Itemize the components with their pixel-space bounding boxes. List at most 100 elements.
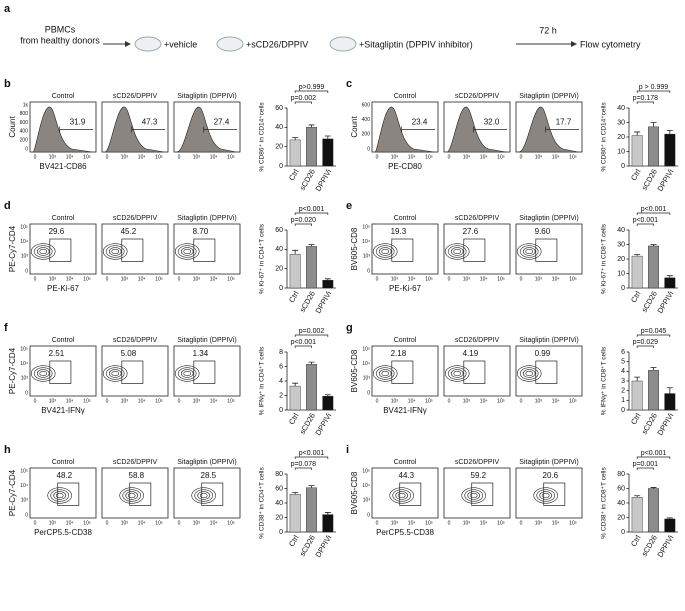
contour — [389, 487, 415, 504]
contour — [105, 367, 125, 380]
p-bracket — [636, 467, 654, 470]
flow-x-tick-label: 10⁵ — [155, 520, 163, 526]
plot-title: Control — [394, 337, 417, 344]
flow-y-tick-label: 200 — [20, 138, 29, 144]
flow-x-tick-label: 10⁴ — [66, 398, 74, 404]
plot-title: Sitagliptin (DPPIVi) — [177, 93, 236, 100]
flow-x-tick-label: 0 — [520, 276, 523, 282]
panel-label: c — [346, 78, 352, 90]
bar — [648, 488, 659, 533]
flow-x-tick-label: 10⁴ — [408, 276, 416, 282]
p-value: p=0.029 — [633, 339, 659, 346]
flow-x-tick-label: 10⁵ — [83, 276, 91, 282]
flow-x-tick-label: 0 — [106, 398, 109, 404]
error-bar — [324, 394, 331, 397]
p-bracket — [294, 456, 329, 459]
flow-x-tick-label: 10³ — [535, 276, 543, 282]
flow-x-tick-label: 0 — [106, 520, 109, 526]
p-bracket — [636, 90, 671, 93]
bar — [664, 277, 676, 289]
flow-x-label: PE-CD80 — [388, 162, 422, 171]
y-tick-label: 4 — [621, 368, 625, 375]
flow-x-label: PE-Ki-67 — [389, 284, 422, 293]
flow-y-tick-label: 10³ — [363, 498, 371, 504]
condition: +sCD26/DPPIV — [246, 39, 308, 49]
contour — [33, 367, 53, 380]
contour — [397, 492, 406, 499]
error-bar — [666, 517, 673, 519]
flow-y-tick-label: 10⁵ — [362, 346, 370, 352]
source-text: from healthy donors — [20, 35, 100, 45]
contour — [102, 365, 128, 382]
flow-plot — [29, 345, 97, 397]
y-tick-label: 40 — [617, 227, 625, 234]
contour — [177, 245, 197, 258]
bar — [322, 514, 334, 533]
contour — [381, 370, 390, 377]
x-tick-label: Ctrl — [287, 167, 301, 182]
flow-x-tick-label: 0 — [178, 276, 181, 282]
panel-label: e — [346, 200, 352, 212]
readout: Flow cytometry — [580, 39, 641, 49]
y-tick-label: 10 — [617, 270, 625, 277]
x-tick-label: DPPIVi — [313, 167, 333, 193]
flow-x-tick-label: 10⁵ — [227, 398, 235, 404]
plot-title: Control — [52, 459, 75, 466]
error-bar — [324, 512, 331, 515]
contour — [183, 248, 191, 255]
flow-x-label: BV421-IFNγ — [383, 406, 427, 415]
bar — [289, 139, 301, 167]
y-tick-label: 1 — [621, 397, 625, 404]
flow-x-tick-label: 10³ — [121, 154, 129, 160]
flow-x-tick-label: 10⁵ — [497, 520, 505, 526]
contour — [183, 370, 191, 377]
flow-x-tick-label: 10⁵ — [227, 520, 235, 526]
error-bar — [634, 495, 641, 498]
error-bar — [308, 485, 315, 488]
gate-value: 48.2 — [57, 471, 73, 480]
bar-y-label: % IFNγ⁺ in CD8⁺T cells — [601, 346, 608, 415]
gate-value: 32.0 — [484, 118, 500, 127]
flow-x-tick-label: 10⁴ — [66, 520, 74, 526]
flow-x-label: PerCP5.5-CD38 — [376, 528, 434, 537]
p-value: p<0.001 — [641, 206, 667, 213]
flow-x-tick-label: 10³ — [121, 276, 129, 282]
gate — [399, 482, 422, 506]
flow-x-label: PerCP5.5-CD38 — [34, 528, 92, 537]
flow-x-tick-label: 0 — [448, 520, 451, 526]
flow-y-tick-label: 10⁵ — [20, 468, 28, 474]
histogram — [32, 106, 93, 153]
flow-x-tick-label: 10⁴ — [210, 154, 218, 160]
contour — [469, 492, 478, 499]
x-tick-label: Ctrl — [629, 289, 643, 304]
flow-plot — [515, 467, 583, 519]
gate-value: 1.34 — [193, 349, 209, 358]
gate — [193, 238, 216, 262]
flow-y-tick-label: 10³ — [21, 376, 29, 382]
plot-title: Sitagliptin (DPPIVi) — [519, 93, 578, 100]
error-bar — [634, 131, 641, 136]
flow-x-tick-label: 10⁵ — [227, 276, 235, 282]
contour — [450, 247, 464, 256]
flow-x-tick-label: 10⁵ — [155, 276, 163, 282]
flow-x-tick-label: 10³ — [121, 398, 129, 404]
error-bar — [292, 382, 299, 387]
flow-x-tick-label: 10⁴ — [480, 154, 488, 160]
y-tick-label: 80 — [275, 471, 283, 478]
flow-y-label: BV605-CD8 — [350, 471, 359, 514]
contour — [127, 492, 136, 499]
flow-y-tick-label: 600 — [362, 102, 371, 108]
flow-x-tick-label: 10⁵ — [569, 276, 577, 282]
gate — [535, 238, 558, 262]
flow-y-tick-label: 0 — [25, 512, 28, 518]
contour — [536, 489, 556, 502]
panel: f Control 2.51 0 10³ 10⁴ 10⁵ 0 10³ 10⁴ 10⁵ BV421-IF… — [4, 322, 336, 437]
contour — [444, 243, 470, 260]
error-bar — [292, 137, 299, 140]
flow-y-tick-label: 400 — [20, 129, 29, 135]
flow-x-tick-label: 10³ — [121, 520, 129, 526]
gate — [193, 360, 216, 384]
flow-x-tick-label: 10³ — [193, 398, 201, 404]
flow-y-tick-label: 600 — [20, 120, 29, 126]
